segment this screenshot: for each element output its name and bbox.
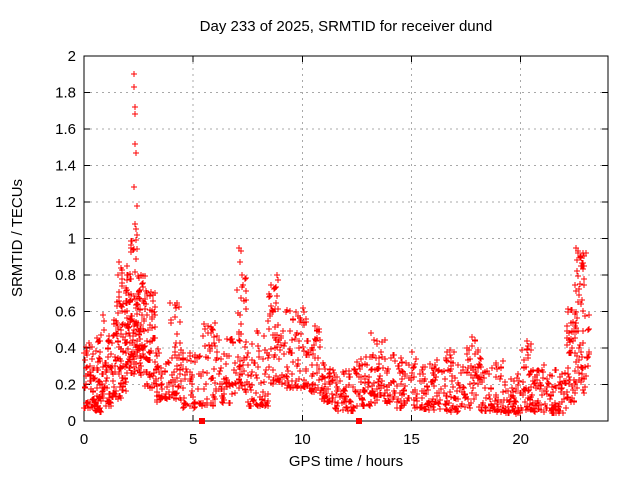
y-tick-label: 1.4: [55, 158, 76, 175]
x-tick-label: 5: [189, 431, 197, 448]
x-axis-label: GPS time / hours: [289, 453, 403, 470]
y-tick-label: 1.6: [55, 121, 76, 138]
y-tick-label: 0.4: [55, 340, 76, 357]
grid-lines: [84, 56, 608, 421]
y-tick-label: 0.8: [55, 267, 76, 284]
y-tick-label: 2: [68, 48, 76, 65]
tick-labels: 0 5 10 15 20 0 0.2 0.4 0.6 0.8 1 1.2 1.4 1.6 1.8 2: [55, 48, 529, 448]
scatter-points-path: [81, 71, 592, 417]
x-tick-label: 10: [294, 431, 311, 448]
y-tick-label: 1.8: [55, 85, 76, 102]
y-tick-label: 0.2: [55, 377, 76, 394]
y-axis-label: SRMTID / TECUs: [9, 179, 26, 297]
chart-title: Day 233 of 2025, SRMTID for receiver dun…: [200, 18, 493, 35]
x-tick-label: 15: [403, 431, 420, 448]
y-tick-label: 1: [68, 231, 76, 248]
data-points: [81, 71, 592, 424]
zero-value-square-marker: [356, 418, 362, 424]
y-tick-label: 0.6: [55, 304, 76, 321]
zero-value-markers: [199, 418, 362, 424]
y-tick-label: 1.2: [55, 194, 76, 211]
x-tick-label: 20: [512, 431, 529, 448]
zero-value-square-marker: [199, 418, 205, 424]
y-tick-label: 0: [68, 413, 76, 430]
x-tick-label: 0: [80, 431, 88, 448]
axes-and-ticks: [83, 55, 609, 422]
grid-path: [84, 56, 608, 421]
